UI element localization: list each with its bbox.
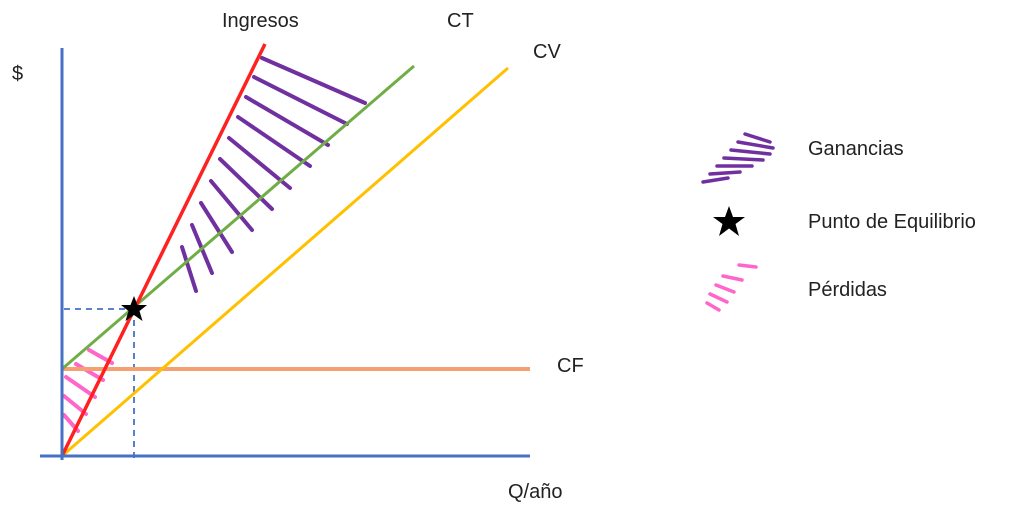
break-even-star-icon bbox=[121, 296, 147, 321]
total-cost-label: CT bbox=[447, 10, 474, 32]
profit-hatch bbox=[180, 56, 367, 293]
revenue-line bbox=[60, 43, 267, 457]
pink-hatch-icon bbox=[705, 263, 758, 312]
y-axis-label: $ bbox=[12, 63, 23, 85]
legend-label-punto-equilibrio: Punto de Equilibrio bbox=[808, 211, 976, 233]
variable-cost-line bbox=[61, 66, 509, 458]
total-cost-line bbox=[61, 64, 415, 371]
legend-label-ganancias: Ganancias bbox=[808, 138, 904, 160]
fixed-cost-label: CF bbox=[557, 355, 584, 377]
x-axis-label: Q/año bbox=[508, 481, 562, 503]
revenue-label: Ingresos bbox=[222, 10, 299, 32]
legend-label-perdidas: Pérdidas bbox=[808, 279, 887, 301]
variable-cost-label: CV bbox=[533, 41, 561, 63]
star-icon bbox=[713, 206, 745, 236]
purple-hatch-icon bbox=[701, 132, 775, 184]
break-even-guides bbox=[64, 308, 135, 458]
legend: Ganancias Punto de Equilibrio Pérdidas bbox=[701, 132, 976, 312]
